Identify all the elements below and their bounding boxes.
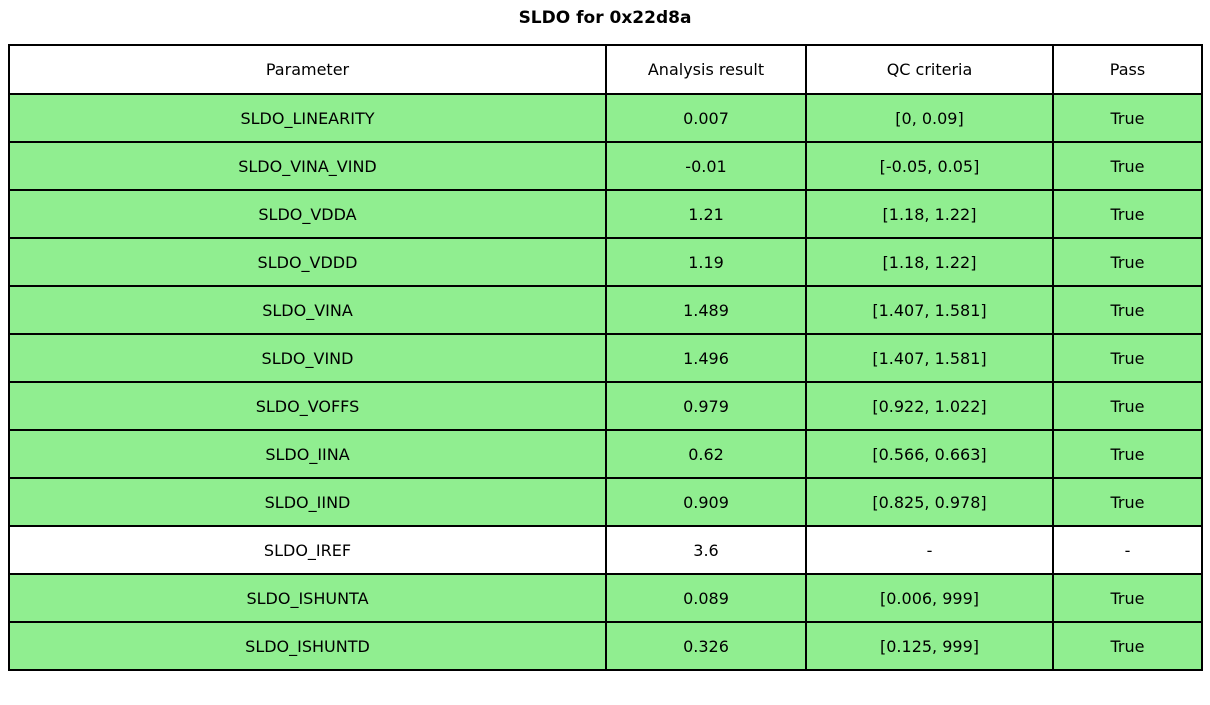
figure-title: SLDO for 0x22d8a — [518, 8, 692, 28]
cell-parameter: SLDO_VDDD — [8, 237, 607, 287]
cell-qc-criteria: [0, 0.09] — [805, 93, 1054, 143]
cell-analysis-result: 0.326 — [605, 621, 807, 671]
table-row: SLDO_VINA_VIND -0.01 [-0.05, 0.05] True — [8, 141, 1203, 191]
table-row: SLDO_VINA 1.489 [1.407, 1.581] True — [8, 285, 1203, 335]
cell-analysis-result: 0.979 — [605, 381, 807, 431]
cell-parameter: SLDO_IINA — [8, 429, 607, 479]
cell-pass: True — [1052, 237, 1203, 287]
cell-parameter: SLDO_VDDA — [8, 189, 607, 239]
cell-parameter: SLDO_ISHUNTD — [8, 621, 607, 671]
cell-analysis-result: -0.01 — [605, 141, 807, 191]
cell-analysis-result: 0.909 — [605, 477, 807, 527]
table-row: SLDO_VDDD 1.19 [1.18, 1.22] True — [8, 237, 1203, 287]
cell-qc-criteria: [0.006, 999] — [805, 573, 1054, 623]
cell-qc-criteria: [0.825, 0.978] — [805, 477, 1054, 527]
table-row: SLDO_IINA 0.62 [0.566, 0.663] True — [8, 429, 1203, 479]
cell-qc-criteria: [1.407, 1.581] — [805, 333, 1054, 383]
cell-qc-criteria: [0.125, 999] — [805, 621, 1054, 671]
cell-parameter: SLDO_VINA — [8, 285, 607, 335]
cell-parameter: SLDO_LINEARITY — [8, 93, 607, 143]
cell-parameter: SLDO_VOFFS — [8, 381, 607, 431]
cell-qc-criteria: [0.922, 1.022] — [805, 381, 1054, 431]
cell-pass: True — [1052, 93, 1203, 143]
column-header-parameter: Parameter — [8, 44, 607, 95]
cell-parameter: SLDO_VINA_VIND — [8, 141, 607, 191]
column-header-pass: Pass — [1052, 44, 1203, 95]
qc-results-table: Parameter Analysis result QC criteria Pa… — [8, 44, 1203, 671]
cell-analysis-result: 1.19 — [605, 237, 807, 287]
header-row: Parameter Analysis result QC criteria Pa… — [8, 44, 1203, 95]
cell-analysis-result: 0.62 — [605, 429, 807, 479]
cell-qc-criteria: [1.407, 1.581] — [805, 285, 1054, 335]
cell-pass: True — [1052, 477, 1203, 527]
cell-analysis-result: 0.007 — [605, 93, 807, 143]
table-header: Parameter Analysis result QC criteria Pa… — [8, 44, 1203, 95]
table-body: SLDO_LINEARITY 0.007 [0, 0.09] True SLDO_VIN… — [8, 93, 1203, 671]
table-row: SLDO_IIND 0.909 [0.825, 0.978] True — [8, 477, 1203, 527]
cell-qc-criteria: [1.18, 1.22] — [805, 189, 1054, 239]
cell-pass: True — [1052, 141, 1203, 191]
table-row: SLDO_VDDA 1.21 [1.18, 1.22] True — [8, 189, 1203, 239]
cell-analysis-result: 1.496 — [605, 333, 807, 383]
cell-analysis-result: 3.6 — [605, 525, 807, 575]
table-row: SLDO_ISHUNTA 0.089 [0.006, 999] True — [8, 573, 1203, 623]
cell-pass: - — [1052, 525, 1203, 575]
cell-qc-criteria: [-0.05, 0.05] — [805, 141, 1054, 191]
cell-analysis-result: 1.21 — [605, 189, 807, 239]
cell-pass: True — [1052, 285, 1203, 335]
table-row: SLDO_VOFFS 0.979 [0.922, 1.022] True — [8, 381, 1203, 431]
cell-pass: True — [1052, 621, 1203, 671]
cell-pass: True — [1052, 189, 1203, 239]
cell-pass: True — [1052, 333, 1203, 383]
cell-pass: True — [1052, 429, 1203, 479]
table-row: SLDO_VIND 1.496 [1.407, 1.581] True — [8, 333, 1203, 383]
cell-qc-criteria: [0.566, 0.663] — [805, 429, 1054, 479]
table-row: SLDO_IREF 3.6- - — [8, 525, 1203, 575]
column-header-qc-criteria: QC criteria — [805, 44, 1054, 95]
cell-parameter: SLDO_IIND — [8, 477, 607, 527]
cell-qc-criteria: [1.18, 1.22] — [805, 237, 1054, 287]
cell-parameter: SLDO_ISHUNTA — [8, 573, 607, 623]
cell-analysis-result: 0.089 — [605, 573, 807, 623]
cell-analysis-result: 1.489 — [605, 285, 807, 335]
cell-parameter: SLDO_IREF — [8, 525, 607, 575]
table-row: SLDO_LINEARITY 0.007 [0, 0.09] True — [8, 93, 1203, 143]
column-header-analysis-result: Analysis result — [605, 44, 807, 95]
cell-parameter: SLDO_VIND — [8, 333, 607, 383]
cell-pass: True — [1052, 573, 1203, 623]
cell-qc-criteria: - — [805, 525, 1054, 575]
table-row: SLDO_ISHUNTD 0.326 [0.125, 999] True — [8, 621, 1203, 671]
cell-pass: True — [1052, 381, 1203, 431]
